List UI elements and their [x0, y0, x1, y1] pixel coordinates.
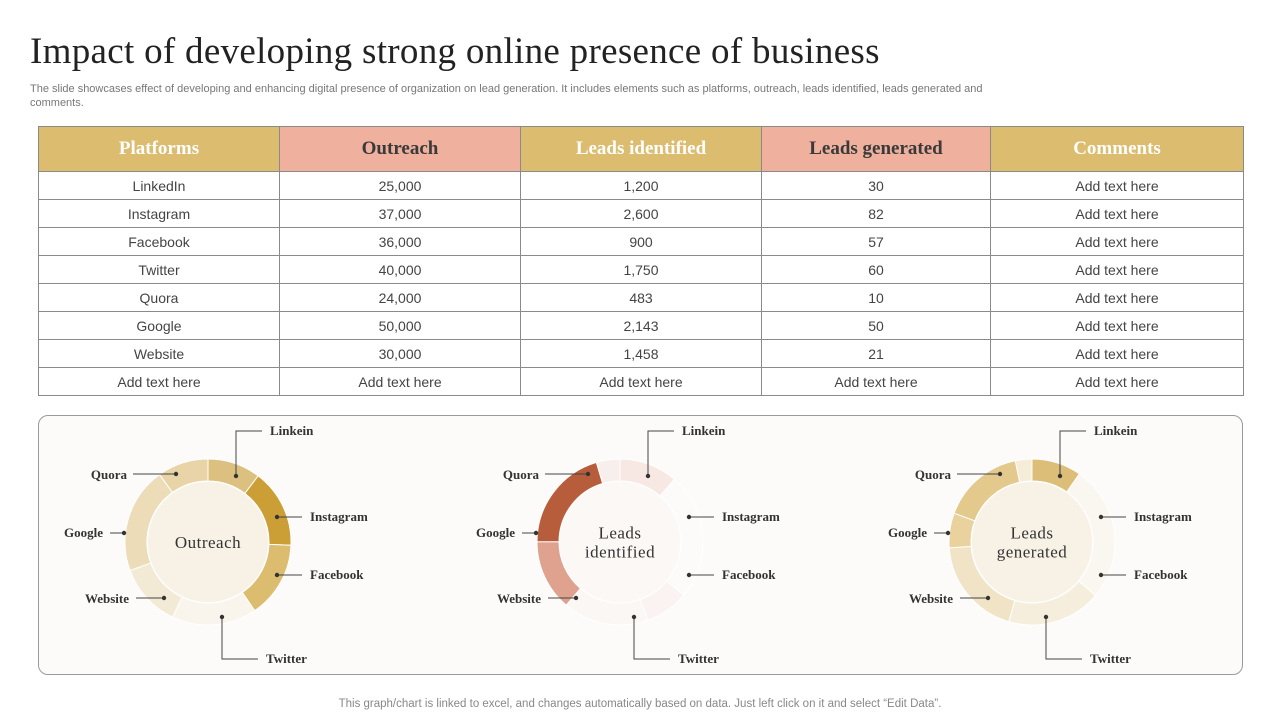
category-label-quora: Quora	[91, 467, 128, 482]
category-label-twitter: Twitter	[266, 651, 307, 666]
footer-note: This graph/chart is linked to excel, and…	[338, 698, 942, 710]
table-cell: 36,000	[279, 227, 521, 256]
table-cell: 25,000	[279, 171, 521, 200]
table-cell: Add text here	[990, 171, 1244, 200]
leader-dot	[533, 530, 539, 536]
donut-center-label: Outreach	[175, 533, 241, 552]
category-label-linkein: Linkein	[1094, 423, 1138, 438]
leader-dot	[233, 473, 239, 479]
header-outreach: Outreach	[279, 126, 521, 172]
table-row: Facebook 36,000 900 57 Add text here	[38, 227, 1244, 256]
table-cell: Website	[38, 339, 280, 368]
table-cell: 1,458	[520, 339, 762, 368]
donut-hole	[972, 482, 1092, 602]
table-cell: 60	[761, 255, 991, 284]
table-row: Quora 24,000 483 10 Add text here	[38, 283, 1244, 312]
table-cell: 57	[761, 227, 991, 256]
leader-dot	[1098, 514, 1104, 520]
donut-segment-quora	[595, 458, 621, 485]
leader-dot	[645, 473, 651, 479]
category-label-twitter: Twitter	[1090, 651, 1131, 666]
donut-center-label: Leads	[1010, 524, 1053, 543]
table-cell: 30,000	[279, 339, 521, 368]
leader-line	[647, 430, 674, 476]
leader-line	[235, 430, 262, 476]
leader-dot	[161, 595, 167, 601]
header-comments: Comments	[990, 126, 1244, 172]
table-cell: Add text here	[990, 283, 1244, 312]
leader-line	[633, 617, 670, 660]
leader-dot	[219, 614, 225, 620]
category-label-instagram: Instagram	[1134, 509, 1192, 524]
leader-dot	[997, 471, 1003, 477]
platform-table: Platforms Outreach Leads identified Lead…	[38, 126, 1244, 396]
table-cell: Add text here	[990, 199, 1244, 228]
table-row: Instagram 37,000 2,600 82 Add text here	[38, 199, 1244, 228]
leader-line	[1045, 617, 1082, 660]
leader-dot	[985, 595, 991, 601]
category-label-facebook: Facebook	[310, 567, 364, 582]
leader-dot	[274, 514, 280, 520]
table-body: LinkedIn 25,000 1,200 30 Add text here Instag…	[38, 171, 1244, 396]
category-label-google: Google	[476, 525, 515, 540]
leader-dot	[1057, 473, 1063, 479]
category-label-facebook: Facebook	[722, 567, 776, 582]
donut-center-label: identified	[585, 543, 655, 562]
leader-line	[1059, 430, 1086, 476]
category-label-twitter: Twitter	[678, 651, 719, 666]
category-label-facebook: Facebook	[1134, 567, 1188, 582]
leader-line	[221, 617, 258, 660]
table-cell: 40,000	[279, 255, 521, 284]
table-cell: Add text here	[990, 367, 1244, 396]
category-label-google: Google	[888, 525, 927, 540]
category-label-instagram: Instagram	[722, 509, 780, 524]
category-label-quora: Quora	[915, 467, 952, 482]
page-title: Impact of developing strong online prese…	[30, 31, 880, 72]
leader-dot	[1098, 572, 1104, 578]
page-subtitle: The slide showcases effect of developing…	[30, 83, 983, 109]
table-header-row: Platforms Outreach Leads identified Lead…	[38, 126, 1244, 172]
leader-dot	[173, 471, 179, 477]
table-cell: 50	[761, 311, 991, 340]
category-label-google: Google	[64, 525, 103, 540]
category-label-linkein: Linkein	[682, 423, 726, 438]
donut-hole	[148, 482, 268, 602]
category-label-linkein: Linkein	[270, 423, 314, 438]
donut-segment-quora	[158, 458, 209, 494]
leader-dot	[573, 595, 579, 601]
donut-segment-quora	[1014, 458, 1033, 483]
donut-hole	[560, 482, 680, 602]
donut-center-label: generated	[997, 543, 1068, 562]
category-label-website: Website	[909, 591, 953, 606]
header-leads-generated: Leads generated	[761, 126, 991, 172]
leader-dot	[1043, 614, 1049, 620]
table-cell: Add text here	[990, 227, 1244, 256]
table-cell: 2,600	[520, 199, 762, 228]
leader-dot	[686, 514, 692, 520]
category-label-quora: Quora	[503, 467, 540, 482]
leader-dot	[686, 572, 692, 578]
table-row: Google 50,000 2,143 50 Add text here	[38, 311, 1244, 340]
table-cell: 21	[761, 339, 991, 368]
header-leads-identified: Leads identified	[520, 126, 762, 172]
table-row: Add text here Add text here Add text here A…	[38, 367, 1244, 396]
donut-center-label: Leads	[598, 524, 641, 543]
category-label-website: Website	[85, 591, 129, 606]
table-cell: 900	[520, 227, 762, 256]
table-cell: Add text here	[38, 367, 280, 396]
category-label-website: Website	[497, 591, 541, 606]
leader-dot	[274, 572, 280, 578]
table-cell: Add text here	[279, 367, 521, 396]
leader-dot	[121, 530, 127, 536]
leader-dot	[945, 530, 951, 536]
leader-dot	[631, 614, 637, 620]
table-cell: Add text here	[520, 367, 762, 396]
leader-dot	[585, 471, 591, 477]
table-cell: Add text here	[990, 255, 1244, 284]
category-label-instagram: Instagram	[310, 509, 368, 524]
